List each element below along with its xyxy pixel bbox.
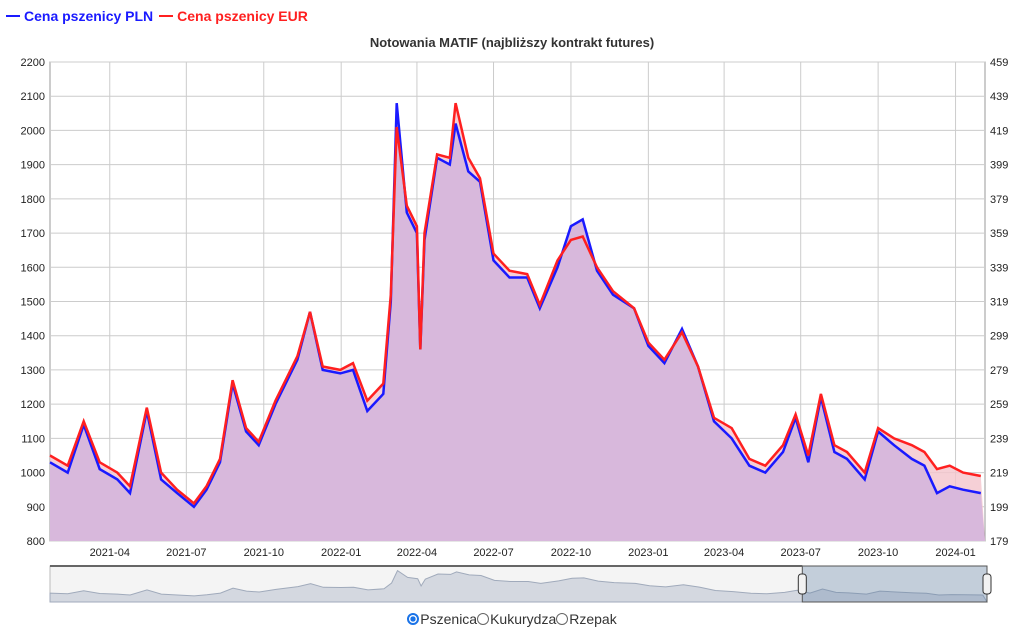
navigator-handle[interactable]	[982, 573, 992, 595]
radio-kukurydza[interactable]: Kukurydza	[477, 611, 556, 627]
y-right-tick-label: 219	[990, 468, 1008, 480]
radio-empty-icon	[477, 613, 490, 625]
eur-line-icon	[159, 15, 174, 17]
y-right-tick-label: 279	[990, 365, 1008, 377]
y-left-tick-label: 2100	[21, 91, 45, 103]
y-right-tick-label: 299	[990, 331, 1008, 343]
x-tick-label: 2022-04	[397, 547, 437, 559]
y-right-tick-label: 339	[990, 262, 1008, 274]
y-left-tick-label: 1800	[21, 194, 45, 206]
y-left-tick-label: 1400	[21, 331, 45, 343]
legend-eur-label: Cena pszenicy EUR	[177, 8, 308, 24]
y-left-tick-label: 1300	[21, 365, 45, 377]
x-tick-label: 2022-10	[551, 547, 591, 559]
x-tick-label: 2024-01	[935, 547, 975, 559]
x-tick-label: 2023-07	[781, 547, 821, 559]
navigator-series	[49, 569, 988, 603]
y-right-tick-label: 379	[990, 194, 1008, 206]
chart-title: Notowania MATIF (najbliższy kontrakt fut…	[369, 35, 655, 50]
legend-item-pln[interactable]: Cena pszenicy PLN	[6, 8, 153, 24]
y-right-tick-label: 459	[990, 57, 1008, 69]
y-left-tick-label: 1200	[21, 399, 45, 411]
y-right-tick-label: 239	[990, 433, 1008, 445]
commodity-selector: Pszenica Kukurydza Rzepak	[0, 611, 1024, 627]
y-left-tick-label: 1700	[21, 228, 45, 240]
x-tick-label: 2022-07	[473, 547, 513, 559]
y-right-tick-label: 179	[990, 536, 1008, 548]
x-tick-label: 2023-10	[858, 547, 898, 559]
x-tick-label: 2021-07	[166, 547, 206, 559]
radio-label: Kukurydza	[490, 611, 557, 627]
y-right-tick-label: 199	[990, 502, 1008, 514]
radio-label: Pszenica	[420, 611, 478, 627]
pln-line-icon	[6, 15, 20, 17]
y-left-tick-label: 1500	[21, 297, 45, 309]
legend: Cena pszenicy PLN Cena pszenicy EUR	[6, 8, 308, 24]
y-left-tick-label: 1600	[21, 262, 45, 274]
pln-area	[50, 103, 985, 541]
radio-empty-icon	[556, 613, 569, 625]
radio-rzepak[interactable]: Rzepak	[556, 611, 617, 627]
x-tick-label: 2023-01	[628, 547, 668, 559]
radio-label: Rzepak	[569, 611, 617, 627]
y-right-tick-label: 419	[990, 125, 1008, 137]
legend-pln-label: Cena pszenicy PLN	[24, 8, 154, 24]
x-tick-label: 2021-10	[244, 547, 284, 559]
x-tick-label: 2021-04	[90, 547, 130, 559]
y-left-tick-label: 1900	[21, 160, 45, 172]
y-left-tick-label: 2000	[21, 125, 45, 137]
y-left-tick-label: 800	[27, 536, 45, 548]
x-tick-label: 2023-04	[704, 547, 744, 559]
y-left-tick-label: 1100	[21, 433, 45, 445]
legend-item-eur[interactable]: Cena pszenicy EUR	[159, 8, 308, 24]
navigator-selection[interactable]	[801, 565, 988, 603]
y-right-tick-label: 439	[990, 91, 1008, 103]
y-left-tick-label: 1000	[21, 468, 45, 480]
navigator-handle[interactable]	[797, 573, 807, 595]
y-right-tick-label: 359	[990, 228, 1008, 240]
y-right-tick-label: 399	[990, 160, 1008, 172]
y-right-tick-label: 319	[990, 297, 1008, 309]
y-left-tick-label: 900	[27, 502, 45, 514]
y-right-tick-label: 259	[990, 399, 1008, 411]
radio-pszenica[interactable]: Pszenica	[407, 611, 477, 627]
radio-selected-icon	[407, 613, 420, 625]
x-tick-label: 2022-01	[321, 547, 361, 559]
y-left-tick-label: 2200	[21, 57, 45, 69]
